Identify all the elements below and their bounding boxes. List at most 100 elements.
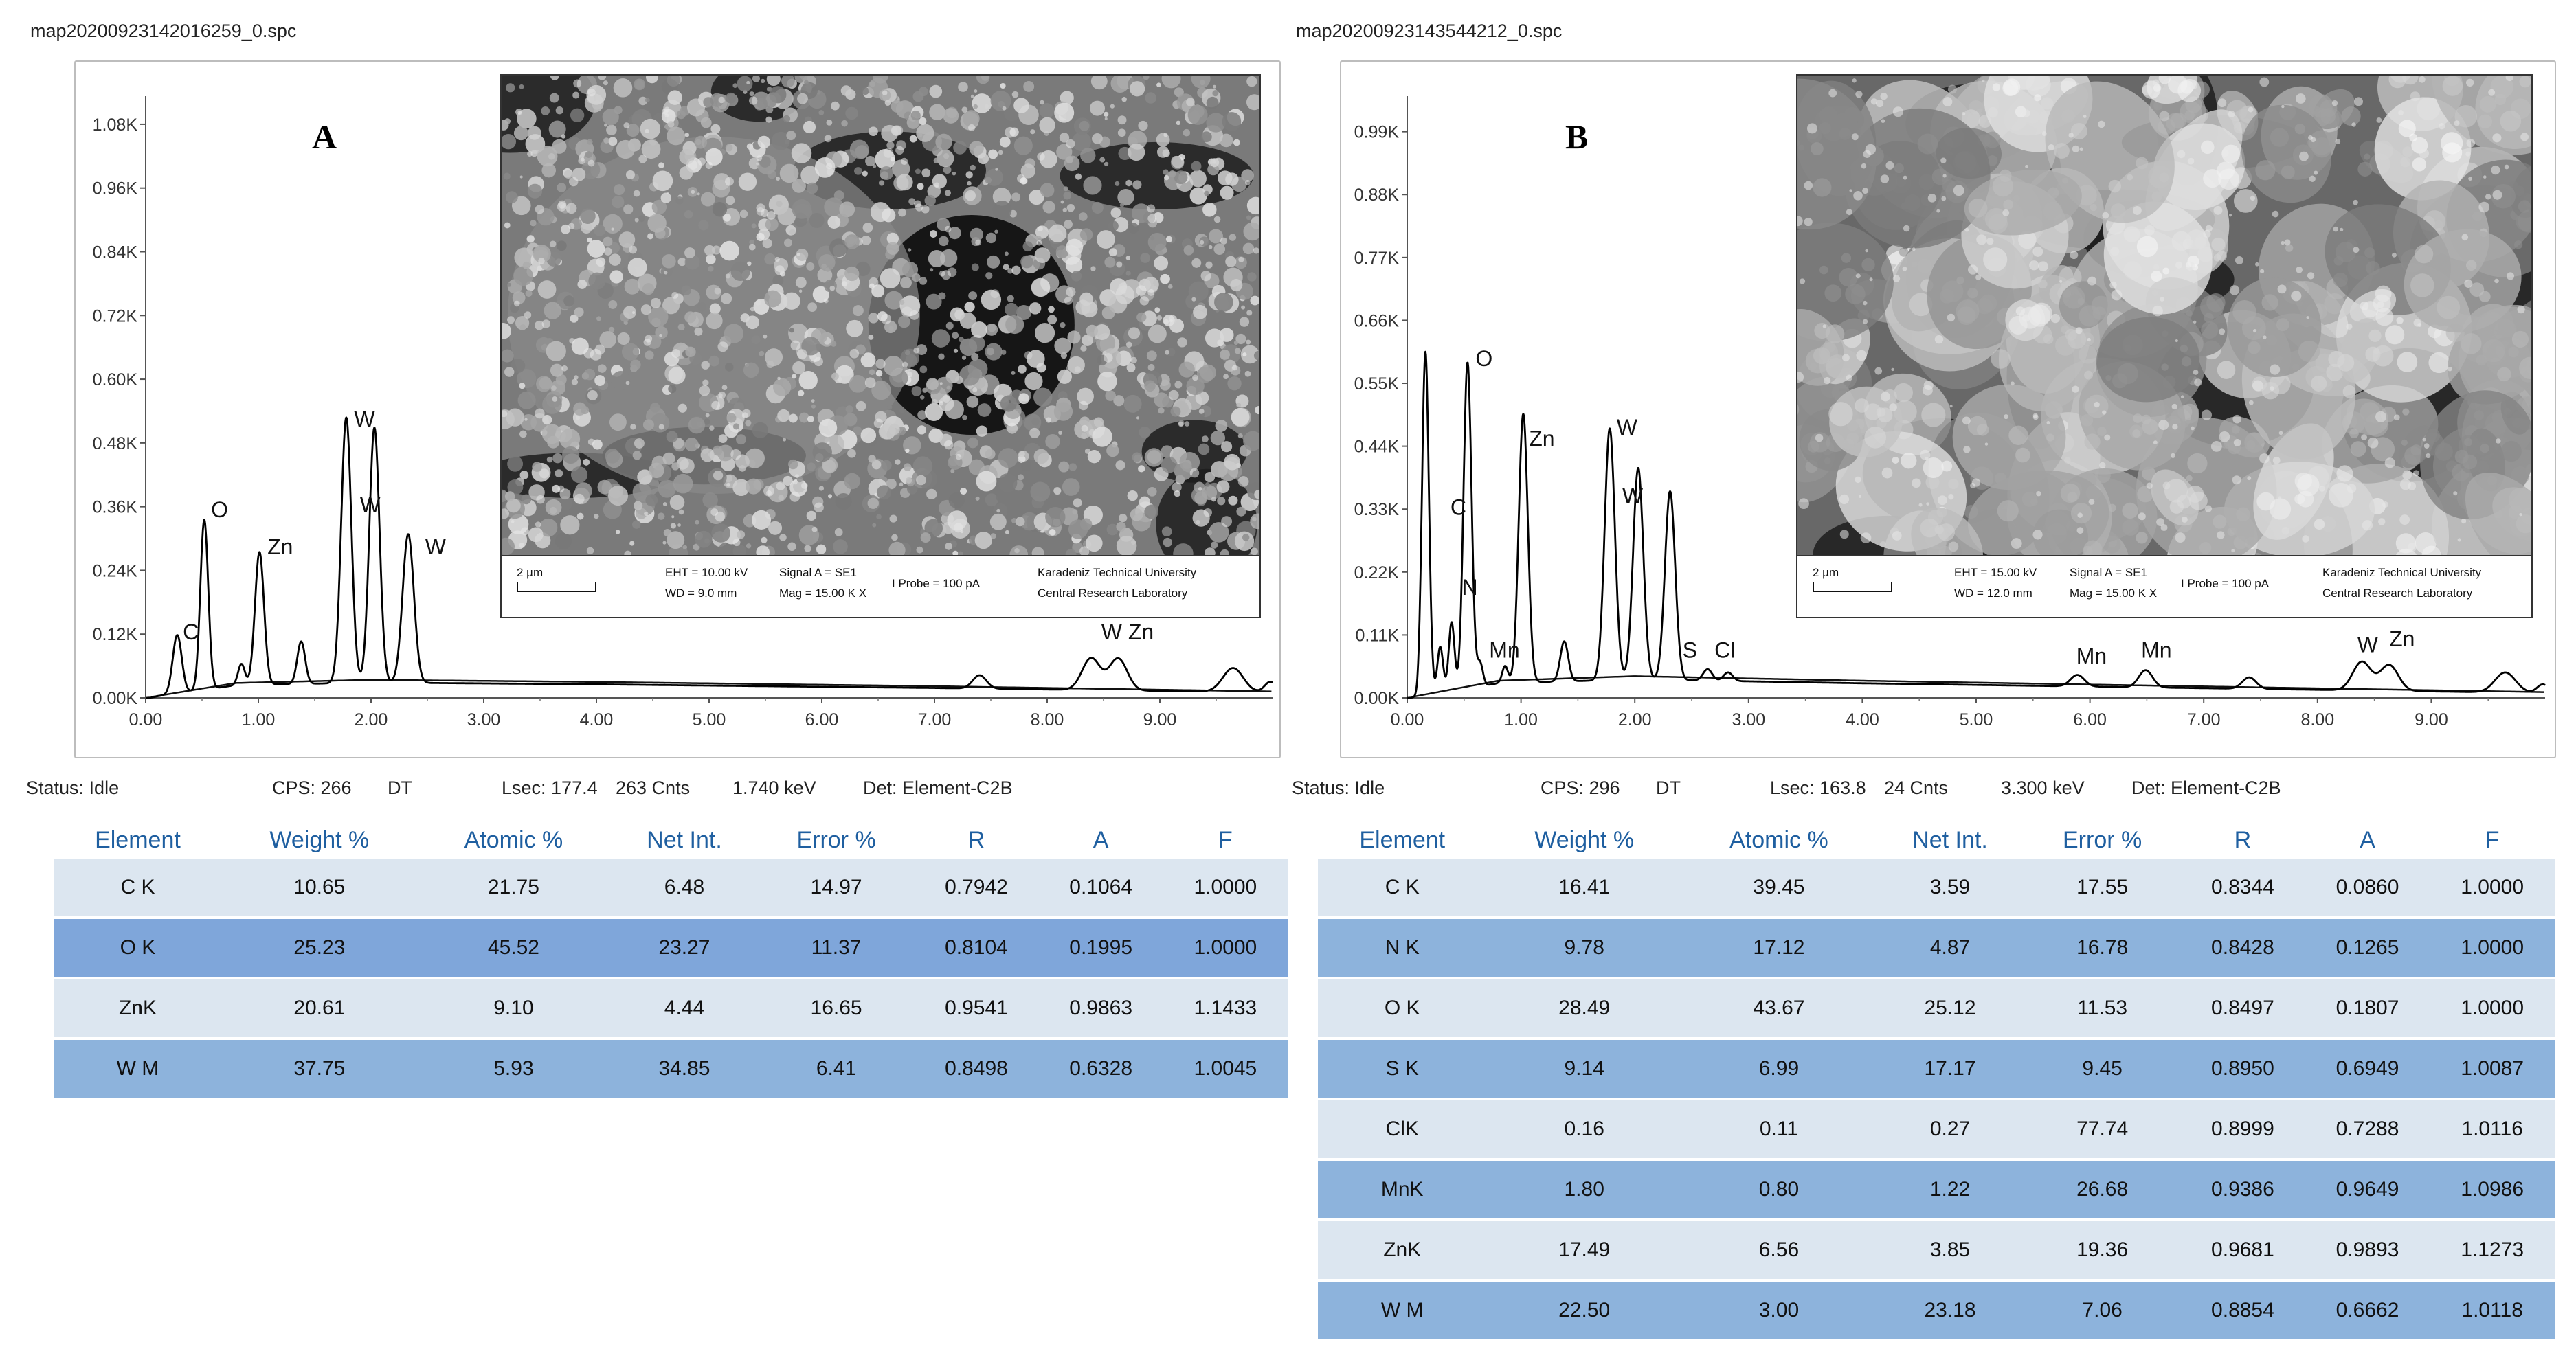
column-header: Element (1318, 821, 1487, 859)
table-cell: 6.56 (1681, 1220, 1876, 1282)
table-cell: 0.9681 (2180, 1220, 2305, 1282)
peak-label: W (2357, 632, 2379, 657)
table-cell: 16.65 (758, 978, 915, 1040)
table-cell: 9.78 (1486, 918, 1682, 979)
sem-wd: WD = 12.0 mm (1954, 587, 2032, 600)
table-cell: 3.85 (1875, 1220, 2025, 1282)
x-tick-label: 0.00 (1391, 710, 1424, 729)
panel-b: map20200923143544212_0.spc 0.00K 0.11K 0.2… (1288, 0, 2576, 1349)
x-tick-label: 4.00 (580, 710, 614, 729)
table-cell: 0.9863 (1038, 978, 1163, 1040)
table-cell: 43.67 (1681, 978, 1876, 1040)
table-cell: 1.22 (1875, 1159, 2025, 1221)
table-cell: 6.41 (758, 1039, 915, 1100)
y-tick-label: 0.00K (93, 689, 138, 708)
table-cell: 1.0118 (2430, 1280, 2555, 1342)
panel-a: map20200923142016259_0.spc 0.00K 0.12K 0.2… (26, 21, 1288, 1100)
sem-lab-dept: Central Research Laboratory (2322, 587, 2473, 600)
column-header: A (1038, 821, 1163, 859)
column-header: Weight % (1486, 821, 1682, 859)
y-tick-label: 0.36K (93, 498, 138, 517)
status-dt: DT (1656, 778, 1681, 798)
x-tick-label: 7.00 (918, 710, 952, 729)
sem-signal: Signal A = SE1 (779, 566, 857, 579)
sem-signal: Signal A = SE1 (2070, 566, 2147, 579)
spectrum-plot: 0.00K 0.12K 0.24K 0.36K 0.48K 0.60K 0.72K 0.84K… (93, 96, 1273, 729)
table-cell: 0.27 (1875, 1099, 2025, 1161)
table-cell: 1.1433 (1163, 978, 1288, 1040)
y-tick-label: 0.33K (1354, 500, 1400, 519)
table-cell: 16.41 (1486, 859, 1682, 919)
x-tick-label: 2.00 (355, 710, 388, 729)
peak-label: Zn (267, 534, 293, 559)
table-cell: 23.18 (1875, 1280, 2025, 1342)
table-header-row: Element Weight % Atomic % Net Int. Error % R A… (54, 821, 1288, 859)
table-cell: C K (54, 859, 222, 919)
table-cell: 10.65 (221, 859, 417, 919)
table-cell: 0.8854 (2180, 1280, 2305, 1342)
status-lsec: Lsec: 163.8 (1770, 778, 1866, 798)
sem-scale-label: 2 µm (517, 566, 544, 579)
peak-label: Mn (2141, 638, 2171, 663)
y-tick-label: 0.60K (93, 370, 138, 389)
column-header: A (2305, 821, 2430, 859)
table-cell: 0.6949 (2305, 1039, 2430, 1100)
table-cell: 0.1995 (1038, 918, 1163, 979)
table-cell: 0.1807 (2305, 978, 2430, 1040)
x-tick-label: 7.00 (2187, 710, 2221, 729)
table-cell: 28.49 (1486, 978, 1682, 1040)
table-cell: 0.0860 (2305, 859, 2430, 919)
table-cell: 0.9893 (2305, 1220, 2430, 1282)
spectrum-filename: map20200923143544212_0.spc (1296, 21, 1563, 41)
table-row: MnK 1.80 0.80 1.22 26.68 0.9386 0.9649 1.0986 (1318, 1159, 2555, 1221)
peak-label: Zn (2389, 626, 2415, 651)
element-table-a: Element Weight % Atomic % Net Int. Error % R A… (54, 821, 1288, 1100)
status-dt: DT (388, 778, 412, 798)
peak-label: N (1461, 575, 1477, 600)
y-tick-label: 0.00K (1354, 689, 1400, 708)
table-cell: 17.49 (1486, 1220, 1682, 1282)
table-row: ZnK 17.49 6.56 3.85 19.36 0.9681 0.9893 1.1273 (1318, 1220, 2555, 1282)
table-cell: 45.52 (416, 918, 611, 979)
table-cell: 0.8344 (2180, 859, 2305, 919)
y-tick-label: 0.96K (93, 179, 138, 199)
table-cell: O K (54, 918, 222, 979)
table-cell: 1.0087 (2430, 1039, 2555, 1100)
element-table-b: Element Weight % Atomic % Net Int. Error % R A… (1318, 821, 2555, 1342)
peak-label: Mn (1489, 638, 1519, 663)
y-tick-label: 0.24K (93, 561, 138, 580)
status-counts: 263 Cnts (616, 778, 691, 798)
sem-wd: WD = 9.0 mm (665, 587, 737, 600)
y-tick-label: 0.84K (93, 243, 138, 262)
table-cell: 0.9386 (2180, 1159, 2305, 1221)
sem-lab-name: Karadeniz Technical University (2322, 566, 2482, 579)
y-tick-label: 1.08K (93, 115, 138, 135)
table-cell: 1.1273 (2430, 1220, 2555, 1282)
table-cell: 1.0000 (2430, 859, 2555, 919)
status-lsec: Lsec: 177.4 (502, 778, 598, 798)
peak-label: O (1475, 346, 1492, 371)
table-cell: W M (1318, 1280, 1487, 1342)
y-tick-label: 0.44K (1354, 438, 1400, 457)
peak-label: W Zn (1101, 620, 1154, 644)
table-cell: 0.6662 (2305, 1280, 2430, 1342)
table-cell: 0.8428 (2180, 918, 2305, 979)
table-row: S K 9.14 6.99 17.17 9.45 0.8950 0.6949 1.0087 (1318, 1039, 2555, 1100)
table-cell: 0.7942 (914, 859, 1039, 919)
x-tick-label: 5.00 (1960, 710, 1993, 729)
panel-letter: A (312, 117, 337, 156)
status-state: Status: Idle (1292, 778, 1385, 798)
table-cell: 4.87 (1875, 918, 2025, 979)
sem-probe: I Probe = 100 pA (2181, 577, 2270, 590)
table-cell: 1.0045 (1163, 1039, 1288, 1100)
peak-label: Zn (1529, 427, 1554, 451)
spectrum-plot: 0.00K 0.11K 0.22K 0.33K 0.44K 0.55K 0.66K 0.77K… (1354, 96, 2546, 729)
table-cell: 0.80 (1681, 1159, 1876, 1221)
y-tick-label: 0.11K (1356, 626, 1400, 645)
x-tick-label: 3.00 (1732, 710, 1765, 729)
axes: 0.00K 0.11K 0.22K 0.33K 0.44K 0.55K 0.66K 0.77K… (1354, 96, 2545, 729)
table-cell: 0.1265 (2305, 918, 2430, 979)
y-tick-label: 0.77K (1354, 249, 1400, 268)
spectrum-filename: map20200923142016259_0.spc (30, 21, 297, 41)
y-tick-label: 0.55K (1354, 374, 1400, 394)
